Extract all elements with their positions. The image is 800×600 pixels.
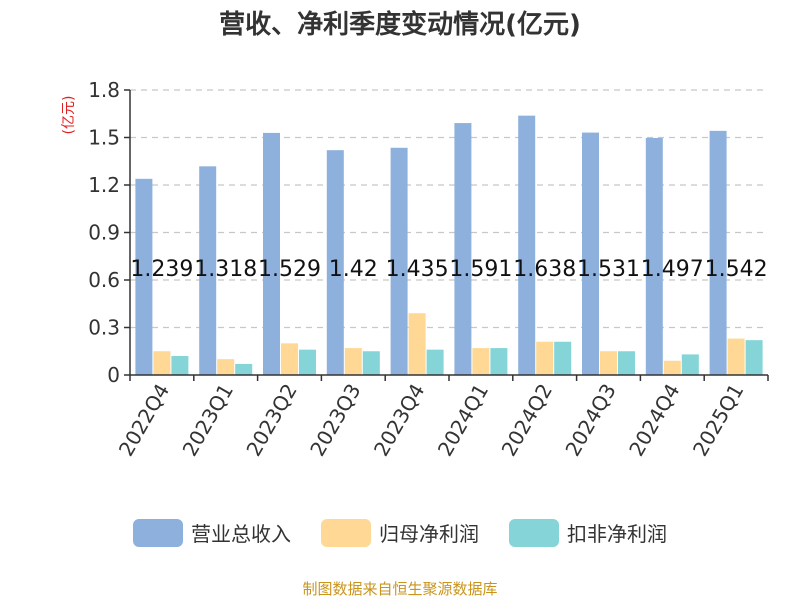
data-label-revenue: 1.529: [258, 257, 321, 282]
bar-revenue: [263, 132, 280, 375]
bar-deducted-net-profit: [426, 349, 444, 375]
bar-deducted-net-profit: [235, 363, 253, 375]
legend-label-deducted-net-profit: 扣非净利润: [567, 522, 667, 546]
bar-net-profit: [217, 359, 235, 375]
y-tick-label: 1.5: [88, 126, 120, 150]
bar-revenue: [454, 123, 472, 375]
x-tick-label: 2025Q1: [688, 380, 748, 461]
legend-swatch-net-profit: [321, 518, 371, 547]
y-tick-label: 0.3: [88, 316, 120, 340]
y-axis-label: (亿元): [61, 96, 77, 135]
bar-revenue: [326, 150, 344, 375]
data-label-revenue: 1.239: [130, 257, 193, 282]
y-tick-label: 1.2: [88, 173, 120, 197]
x-tick-label: 2023Q3: [305, 380, 365, 461]
bar-revenue: [135, 178, 153, 375]
chart-title: 营收、净利季度变动情况(亿元): [219, 10, 581, 40]
bar-net-profit: [663, 360, 681, 375]
y-tick-label: 0.6: [88, 268, 120, 292]
bar-revenue: [709, 130, 727, 375]
y-tick-label: 0.9: [88, 221, 120, 245]
bar-deducted-net-profit: [490, 348, 508, 375]
data-label-revenue: 1.591: [449, 257, 512, 282]
x-tick-label: 2024Q2: [497, 380, 557, 461]
legend-label-net-profit: 归母净利润: [379, 522, 479, 546]
bar-net-profit: [344, 348, 362, 375]
x-tick-label: 2022Q4: [114, 380, 174, 461]
bar-net-profit: [408, 313, 426, 375]
data-label-revenue: 1.638: [513, 257, 576, 282]
data-label-revenue: 1.435: [386, 257, 449, 282]
chart-legend: 营业总收入 归母净利润 扣非净利润: [0, 518, 800, 547]
legend-swatch-deducted-net-profit: [509, 518, 559, 547]
bar-deducted-net-profit: [299, 349, 316, 375]
bar-net-profit: [600, 351, 617, 375]
data-label-revenue: 1.318: [194, 257, 257, 282]
legend-item-net-profit[interactable]: 归母净利润: [321, 518, 479, 547]
bar-deducted-net-profit: [171, 356, 189, 375]
bar-revenue: [645, 137, 663, 375]
data-label-revenue: 1.542: [705, 257, 768, 282]
bar-deducted-net-profit: [554, 341, 572, 375]
bar-deducted-net-profit: [362, 351, 380, 375]
bar-net-profit: [727, 338, 745, 375]
bar-net-profit: [153, 351, 171, 375]
bar-deducted-net-profit: [681, 354, 699, 375]
bar-revenue: [582, 132, 599, 375]
data-label-revenue: 1.531: [577, 257, 640, 282]
bar-deducted-net-profit: [745, 340, 763, 375]
bar-revenue: [518, 115, 536, 376]
legend-swatch-revenue: [133, 518, 183, 547]
bar-revenue: [390, 147, 408, 375]
y-tick-label: 1.8: [88, 78, 120, 102]
bar-net-profit: [536, 341, 554, 375]
data-label-revenue: 1.497: [641, 257, 704, 282]
x-tick-label: 2024Q1: [433, 380, 493, 461]
x-tick-label: 2024Q3: [560, 380, 620, 461]
x-tick-label: 2023Q1: [178, 380, 238, 461]
legend-item-deducted-net-profit[interactable]: 扣非净利润: [509, 518, 667, 547]
x-tick-label: 2024Q4: [624, 380, 684, 461]
data-label-revenue: 1.42: [329, 257, 378, 282]
bar-revenue: [199, 166, 217, 375]
data-source-note: 制图数据来自恒生聚源数据库: [302, 580, 498, 598]
y-tick-label: 0: [107, 363, 120, 387]
legend-label-revenue: 营业总收入: [191, 522, 291, 546]
bar-deducted-net-profit: [618, 351, 635, 375]
bar-net-profit: [281, 343, 298, 375]
x-tick-label: 2023Q4: [369, 380, 429, 461]
bar-net-profit: [472, 348, 490, 375]
x-tick-label: 2023Q2: [241, 380, 301, 461]
legend-item-revenue[interactable]: 营业总收入: [133, 518, 291, 547]
